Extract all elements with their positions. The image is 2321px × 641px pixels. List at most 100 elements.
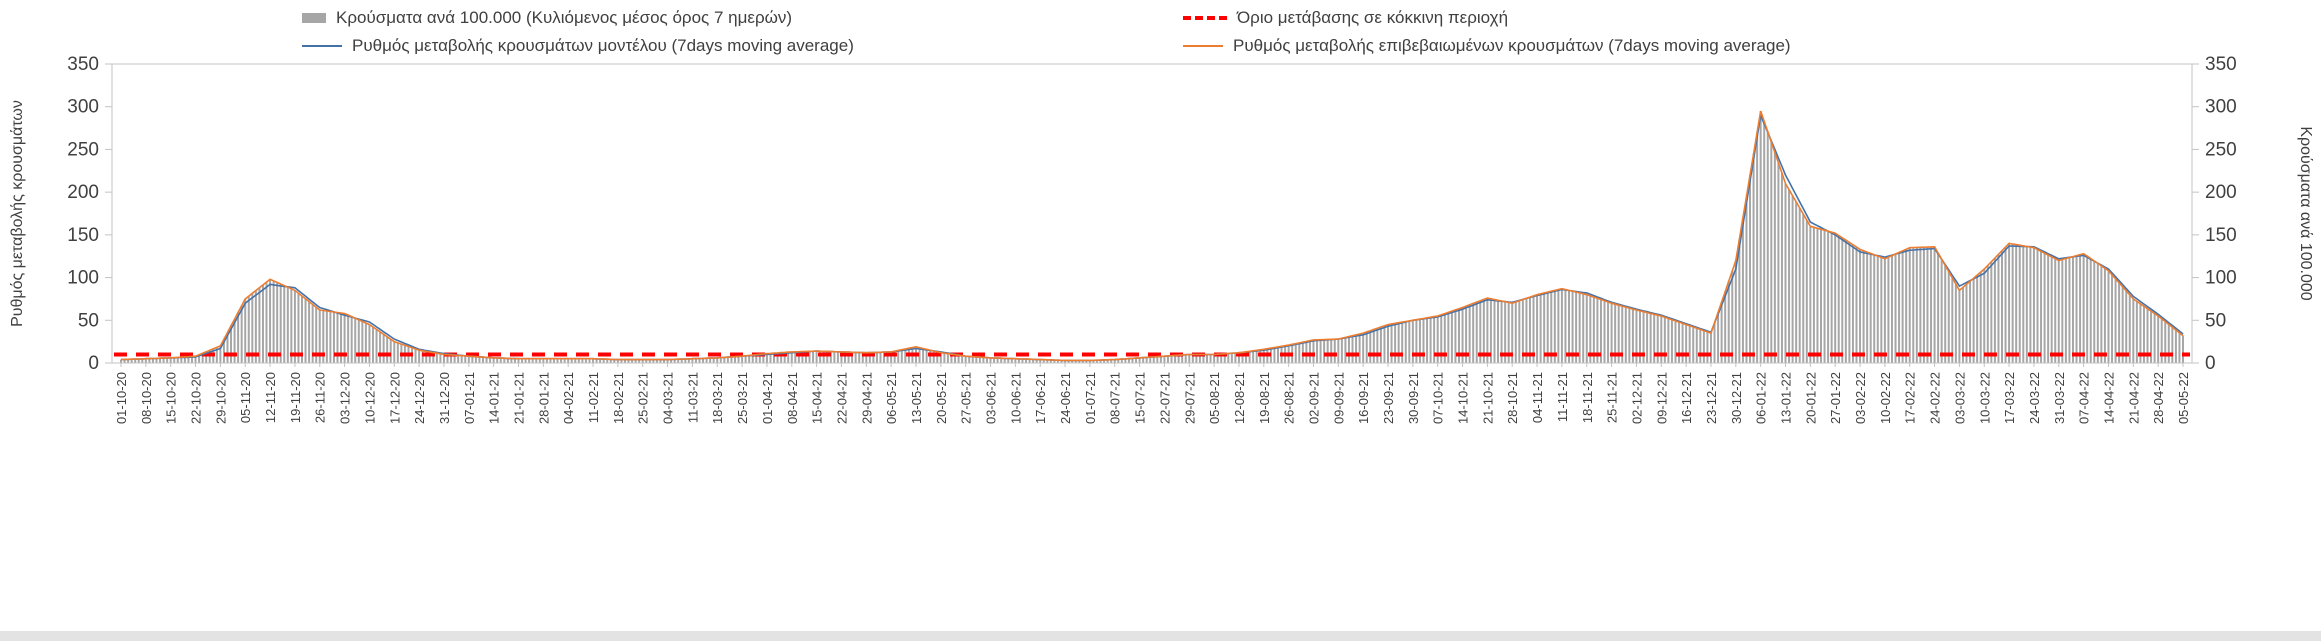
x-tick-label: 24-02-22 [1928, 372, 1943, 424]
x-tick-label: 02-12-21 [1629, 372, 1644, 424]
x-tick-label: 15-10-20 [164, 372, 179, 424]
x-tick-label: 17-12-20 [387, 372, 402, 424]
x-tick-label: 04-03-21 [661, 372, 676, 424]
x-tick-label: 30-12-21 [1729, 372, 1744, 424]
x-tick-label: 15-07-21 [1133, 372, 1148, 424]
x-tick-label: 14-01-21 [487, 372, 502, 424]
x-tick-label: 02-09-21 [1306, 372, 1321, 424]
x-tick-label: 28-10-21 [1505, 372, 1520, 424]
x-tick-label: 22-07-21 [1157, 372, 1172, 424]
y-tick-label-left: 150 [67, 225, 99, 246]
legend-item-confirmed-rate: Ρυθμός μεταβολής επιβεβαιωμένων κρουσμάτ… [1183, 36, 1791, 56]
x-tick-label: 01-07-21 [1083, 372, 1098, 424]
x-tick-label: 03-03-22 [1952, 372, 1967, 424]
x-tick-label: 29-07-21 [1182, 372, 1197, 424]
y-tick-label-left: 200 [67, 182, 99, 203]
legend-label-red-threshold: Όριο μετάβασης σε κόκκινη περιοχή [1237, 8, 1509, 27]
x-tick-label: 07-01-21 [462, 372, 477, 424]
x-tick-label: 03-06-21 [984, 372, 999, 424]
y-tick-label-left: 0 [88, 353, 99, 374]
y-tick-label-right: 350 [2205, 54, 2237, 75]
x-tick-label: 17-02-22 [1903, 372, 1918, 424]
x-tick-label: 25-11-21 [1605, 372, 1620, 423]
x-tick-label: 16-09-21 [1356, 372, 1371, 424]
y-tick-label-left: 100 [67, 268, 99, 289]
x-tick-label: 23-09-21 [1381, 372, 1396, 424]
x-tick-label: 18-02-21 [611, 372, 626, 424]
x-tick-label: 03-12-20 [338, 372, 353, 424]
x-tick-label: 15-04-21 [810, 372, 825, 424]
x-tick-label: 19-11-20 [288, 372, 303, 423]
x-tick-label: 17-03-22 [2002, 372, 2017, 424]
x-tick-label: 05-05-22 [2176, 372, 2191, 424]
x-tick-label: 04-11-21 [1530, 372, 1545, 423]
y-axis-title-right: Κρούσματα ανά 100.000 [2297, 126, 2314, 300]
y-tick-label-left: 50 [78, 310, 99, 331]
x-tick-label: 11-03-21 [685, 372, 700, 423]
x-tick-label: 23-12-21 [1704, 372, 1719, 424]
x-tick-label: 16-12-21 [1679, 372, 1694, 424]
y-tick-label-right: 100 [2205, 268, 2237, 289]
x-tick-label: 09-12-21 [1654, 372, 1669, 424]
x-tick-label: 12-11-20 [263, 372, 278, 423]
x-tick-label: 18-11-21 [1580, 372, 1595, 423]
legend-item-cases-per-100k: Κρούσματα ανά 100.000 (Κυλιόμενος μέσος … [302, 8, 792, 28]
x-tick-label: 10-06-21 [1008, 372, 1023, 424]
x-tick-label: 10-12-20 [362, 372, 377, 424]
x-tick-label: 11-11-21 [1555, 372, 1570, 422]
x-tick-label: 05-08-21 [1207, 372, 1222, 424]
confirmed-line [120, 110, 2184, 362]
x-tick-label: 21-01-21 [511, 372, 526, 424]
x-tick-label: 29-04-21 [859, 372, 874, 424]
y-tick-label-right: 300 [2205, 97, 2237, 118]
x-tick-label: 24-06-21 [1058, 372, 1073, 424]
legend-item-red-threshold: Όριο μετάβασης σε κόκκινη περιοχή [1183, 8, 1508, 28]
chart-legend: Κρούσματα ανά 100.000 (Κυλιόμενος μέσος … [0, 0, 2321, 60]
x-tick-label: 14-10-21 [1456, 372, 1471, 424]
x-tick-label: 27-01-22 [1828, 372, 1843, 424]
x-axis-labels: 01-10-20 08-10-20 15-10-20 22-10-20 29-10-20… [114, 363, 2191, 424]
x-tick-label: 08-07-21 [1108, 372, 1123, 424]
x-tick-label: 12-08-21 [1232, 372, 1247, 424]
x-tick-label: 25-02-21 [636, 372, 651, 424]
x-tick-label: 13-01-22 [1779, 372, 1794, 424]
x-tick-label: 18-03-21 [710, 372, 725, 424]
x-tick-label: 17-06-21 [1033, 372, 1048, 424]
x-tick-label: 27-05-21 [959, 372, 974, 424]
x-tick-label: 03-02-22 [1853, 372, 1868, 424]
x-tick-label: 22-10-20 [189, 372, 204, 424]
x-tick-label: 01-10-20 [114, 372, 129, 424]
x-tick-label: 31-03-22 [2052, 372, 2067, 424]
legend-label-model-rate: Ρυθμός μεταβολής κρουσμάτων μοντέλου (7d… [352, 36, 854, 55]
x-tick-label: 07-10-21 [1431, 372, 1446, 424]
x-tick-label: 09-09-21 [1331, 372, 1346, 424]
y-tick-label-left: 300 [67, 97, 99, 118]
legend-label-confirmed-rate: Ρυθμός μεταβολής επιβεβαιωμένων κρουσμάτ… [1233, 36, 1791, 55]
x-tick-label: 31-12-20 [437, 372, 452, 424]
gray-bar-marker [302, 13, 326, 23]
y-tick-label-left: 250 [67, 139, 99, 160]
x-tick-label: 19-08-21 [1257, 372, 1272, 424]
legend-item-model-rate: Ρυθμός μεταβολής κρουσμάτων μοντέλου (7d… [302, 36, 854, 56]
x-tick-label: 28-04-22 [2151, 372, 2166, 424]
x-tick-label: 26-08-21 [1282, 372, 1297, 424]
plot-border [111, 63, 2193, 364]
x-tick-label: 10-03-22 [1977, 372, 1992, 424]
x-tick-label: 26-11-20 [313, 372, 328, 423]
x-tick-label: 07-04-22 [2077, 372, 2092, 424]
y-tick-label-right: 150 [2205, 225, 2237, 246]
x-tick-label: 30-09-21 [1406, 372, 1421, 424]
x-tick-label: 21-10-21 [1480, 372, 1495, 424]
x-tick-label: 11-02-21 [586, 372, 601, 423]
bottom-edge-strip [0, 631, 2321, 641]
y-tick-label-right: 0 [2205, 353, 2216, 374]
x-tick-label: 21-04-22 [2126, 372, 2141, 424]
x-tick-label: 08-04-21 [785, 372, 800, 424]
x-tick-label: 05-11-20 [238, 372, 253, 423]
x-tick-label: 20-01-22 [1803, 372, 1818, 424]
y-tick-label-right: 250 [2205, 139, 2237, 160]
x-tick-label: 25-03-21 [735, 372, 750, 424]
y-axis-title-left: Ρυθμός μεταβολής κρουσμάτων [9, 100, 26, 327]
y-axis-left: 0 50 100 150 200 250 300 350 [67, 54, 112, 374]
orange-line-marker [1183, 45, 1223, 47]
